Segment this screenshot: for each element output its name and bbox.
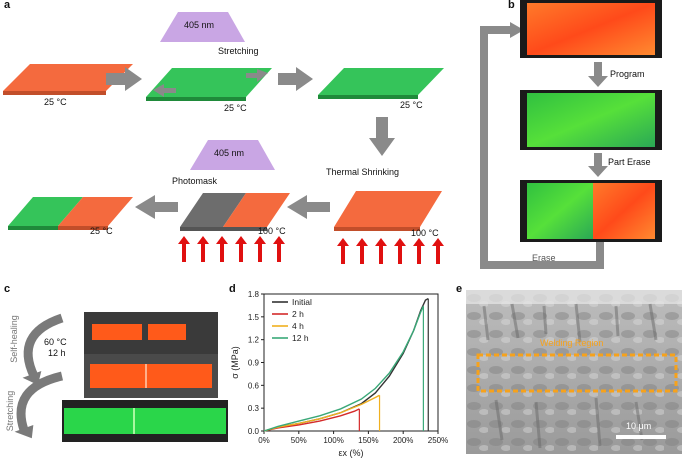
tile-patterned-orange [58,197,133,226]
tile-green [318,68,444,95]
y-tick-label: 1.8 [248,290,260,299]
temp-label-2: 25 °C [224,103,247,113]
part-erase-arrow [588,153,608,177]
y-tick-label: 1.2 [248,336,260,345]
stretching-label: Stretching [218,46,259,56]
temp-label-6: 25 °C [90,226,113,236]
uv-light-bottom [190,140,275,170]
part-erase-label: Part Erase [608,157,651,167]
arrow-left-4 [135,195,178,219]
x-tick-label: 150% [358,436,378,445]
y-tick-label: 0.9 [248,359,260,368]
self-healing-label: Self-healing [9,315,19,363]
stretch-arrow-left [153,84,176,97]
panel-c-label: c [4,283,11,295]
heal-time-label: 12 h [48,348,66,358]
stretching-arrow [16,371,64,432]
stretch-arrow-right [246,69,268,82]
tile-masked-orange [223,193,290,227]
legend-label: 12 h [292,333,309,343]
legend-label: 2 h [292,309,304,319]
x-tick-label: 100% [323,436,343,445]
heat-arrows-right [337,238,444,264]
plot-frame [263,293,439,432]
y-tick-label: 0.3 [248,404,260,413]
temp-label-3: 25 °C [400,100,423,110]
tile-stretched-green [146,68,272,97]
erase-loop-arrow [480,26,604,269]
uv-light-top [160,12,245,42]
y-tick-label: 0.6 [248,381,260,390]
panel-b-label: b [508,0,515,11]
tile-shrunk-orange [334,191,442,227]
self-healing-arrow [23,313,64,378]
uv-bottom-label: 405 nm [214,148,245,158]
x-tick-label: 200% [393,436,413,445]
x-tick-label: 0% [258,436,270,445]
thermal-shrinking-label: Thermal Shrinking [326,167,400,177]
temp-label-1: 25 °C [44,97,67,107]
erase-label: Erase [532,253,556,263]
series-line-4-h [263,394,380,432]
photomask-label: Photomask [172,176,218,186]
welding-region-label: Welding Region [540,338,604,348]
arrow-left-3 [287,195,330,219]
stress-strain-chart: 0.0 0.3 0.6 0.9 1.2 1.5 1.8 0% 50% 100% 150% 200% 25… [230,290,448,458]
photomask-gray [180,193,246,227]
panel-e-label: e [456,283,463,295]
heal-temp-label: 60 °C [44,337,67,347]
arrow-right-1 [106,67,142,91]
y-tick-label: 1.5 [248,313,260,322]
panel-b-diagram [480,0,662,269]
y-tick-label: 0.0 [248,427,260,436]
program-arrow [588,62,608,87]
temp-label-5: 100 °C [258,226,286,236]
x-axis-label: εx (%) [338,448,363,458]
arrow-down [369,117,395,156]
legend-label: Initial [292,297,312,307]
panel-a-label: a [4,0,11,11]
sem-image [466,290,682,454]
legend-label: 4 h [292,321,304,331]
series-line-12-h [263,305,425,432]
scale-bar [616,435,666,439]
panel-c-diagram [14,312,228,442]
arrow-right-2 [278,67,313,91]
x-tick-label: 250% [428,436,448,445]
x-tick-label: 50% [291,436,307,445]
welding-region-box [476,353,678,393]
tile-initial-orange [3,64,133,91]
y-axis-label: σ (MPa) [230,346,240,379]
scale-bar-label: 10 μm [626,421,652,431]
heat-arrows-left [178,236,285,262]
temp-label-4: 100 °C [411,228,439,238]
panel-d-label: d [229,283,236,295]
uv-top-label: 405 nm [184,20,215,30]
panel-a-diagram [3,12,444,264]
stretching-c-label: Stretching [5,390,15,432]
series-line-2-h [263,408,360,432]
program-label: Program [610,69,645,79]
